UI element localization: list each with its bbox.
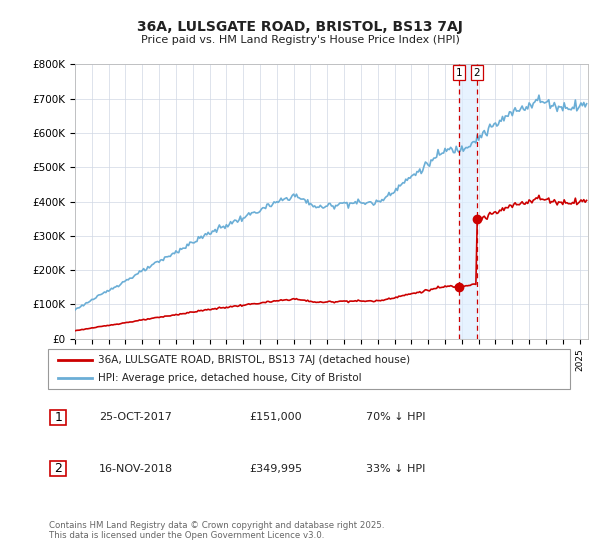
Text: 16-NOV-2018: 16-NOV-2018 [99, 464, 173, 474]
Text: Contains HM Land Registry data © Crown copyright and database right 2025.
This d: Contains HM Land Registry data © Crown c… [49, 521, 385, 540]
Text: 70% ↓ HPI: 70% ↓ HPI [366, 412, 425, 422]
Text: 36A, LULSGATE ROAD, BRISTOL, BS13 7AJ: 36A, LULSGATE ROAD, BRISTOL, BS13 7AJ [137, 20, 463, 34]
Text: 2: 2 [54, 462, 62, 475]
Text: 25-OCT-2017: 25-OCT-2017 [99, 412, 172, 422]
Text: £349,995: £349,995 [249, 464, 302, 474]
Text: 1: 1 [455, 68, 462, 78]
Text: £151,000: £151,000 [249, 412, 302, 422]
Text: HPI: Average price, detached house, City of Bristol: HPI: Average price, detached house, City… [98, 374, 361, 383]
Text: Price paid vs. HM Land Registry's House Price Index (HPI): Price paid vs. HM Land Registry's House … [140, 35, 460, 45]
Bar [458, 64, 477, 339]
Text: 1: 1 [54, 410, 62, 424]
Text: 2: 2 [473, 68, 480, 78]
Text: 36A, LULSGATE ROAD, BRISTOL, BS13 7AJ (detached house): 36A, LULSGATE ROAD, BRISTOL, BS13 7AJ (d… [98, 355, 410, 365]
Text: 33% ↓ HPI: 33% ↓ HPI [366, 464, 425, 474]
